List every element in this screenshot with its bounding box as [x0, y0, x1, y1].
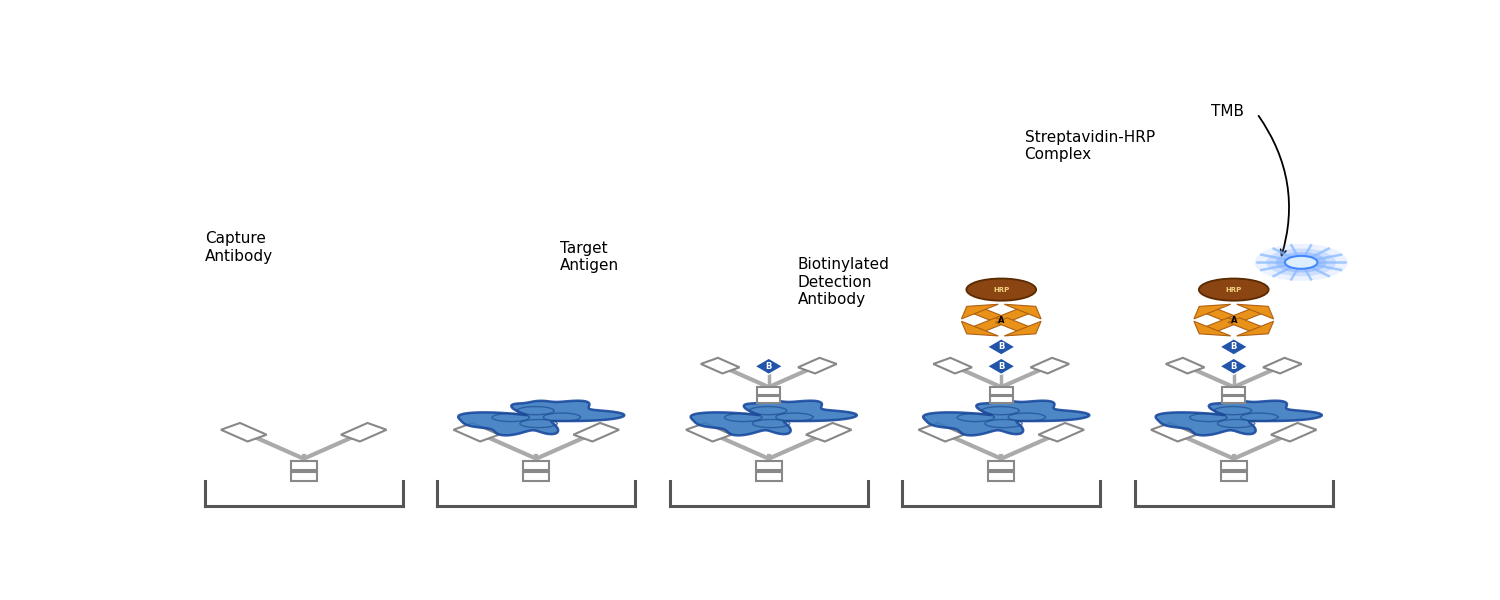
- Ellipse shape: [1198, 278, 1269, 301]
- Circle shape: [1286, 256, 1317, 269]
- Polygon shape: [1206, 309, 1239, 322]
- Bar: [990, 396, 1012, 403]
- Circle shape: [1275, 252, 1328, 272]
- Text: Streptavidin-HRP
Complex: Streptavidin-HRP Complex: [1024, 130, 1155, 162]
- Text: Target
Antigen: Target Antigen: [560, 241, 618, 273]
- Circle shape: [1266, 248, 1336, 276]
- Text: A: A: [998, 316, 1005, 325]
- Polygon shape: [1270, 423, 1317, 442]
- Polygon shape: [686, 423, 732, 442]
- Polygon shape: [1220, 358, 1248, 374]
- Polygon shape: [1166, 358, 1204, 373]
- Bar: [988, 461, 1014, 470]
- Text: Capture
Antibody: Capture Antibody: [206, 232, 273, 264]
- Polygon shape: [1194, 304, 1231, 319]
- Ellipse shape: [966, 278, 1036, 301]
- Polygon shape: [1228, 309, 1262, 322]
- Polygon shape: [1038, 423, 1084, 442]
- Bar: [988, 472, 1014, 481]
- Text: B: B: [1230, 343, 1238, 352]
- Bar: [1222, 387, 1245, 395]
- Circle shape: [1254, 244, 1347, 281]
- Text: B: B: [998, 362, 1005, 371]
- Bar: [756, 472, 782, 481]
- Polygon shape: [798, 358, 837, 373]
- Bar: [756, 461, 782, 470]
- Polygon shape: [974, 309, 1006, 322]
- Polygon shape: [987, 358, 1016, 374]
- Polygon shape: [806, 423, 852, 442]
- Text: Biotinylated
Detection
Antibody: Biotinylated Detection Antibody: [798, 257, 889, 307]
- Bar: [524, 461, 549, 470]
- Polygon shape: [220, 423, 267, 442]
- Bar: [1221, 472, 1246, 481]
- Text: B: B: [765, 362, 772, 371]
- Bar: [1222, 396, 1245, 403]
- Polygon shape: [933, 358, 972, 373]
- Polygon shape: [922, 401, 1089, 436]
- Polygon shape: [996, 318, 1029, 331]
- Text: HRP: HRP: [993, 287, 1010, 293]
- Polygon shape: [458, 401, 624, 436]
- Polygon shape: [1004, 321, 1041, 336]
- Polygon shape: [1263, 358, 1302, 373]
- Polygon shape: [996, 309, 1029, 322]
- Polygon shape: [1206, 318, 1239, 331]
- Polygon shape: [1030, 358, 1069, 373]
- Polygon shape: [987, 339, 1016, 355]
- Polygon shape: [962, 321, 999, 336]
- Polygon shape: [974, 318, 1006, 331]
- Polygon shape: [962, 304, 999, 319]
- Bar: [758, 396, 780, 403]
- Polygon shape: [453, 423, 500, 442]
- Text: A: A: [1230, 316, 1238, 325]
- Polygon shape: [1194, 321, 1231, 336]
- Text: TMB: TMB: [1212, 104, 1245, 119]
- Bar: [524, 472, 549, 481]
- Polygon shape: [340, 423, 387, 442]
- Bar: [1221, 461, 1246, 470]
- Bar: [291, 461, 316, 470]
- Polygon shape: [918, 423, 964, 442]
- Polygon shape: [754, 358, 783, 374]
- Polygon shape: [573, 423, 620, 442]
- Text: B: B: [1230, 362, 1238, 371]
- Polygon shape: [700, 358, 740, 373]
- Polygon shape: [1220, 339, 1248, 355]
- Text: HRP: HRP: [1226, 287, 1242, 293]
- Polygon shape: [1228, 318, 1262, 331]
- Bar: [291, 472, 316, 481]
- Text: B: B: [998, 343, 1005, 352]
- Bar: [758, 387, 780, 395]
- Polygon shape: [1236, 304, 1274, 319]
- Polygon shape: [1150, 423, 1197, 442]
- Polygon shape: [1004, 304, 1041, 319]
- Polygon shape: [690, 401, 856, 436]
- Bar: [990, 387, 1012, 395]
- Polygon shape: [1155, 401, 1322, 436]
- Polygon shape: [1236, 321, 1274, 336]
